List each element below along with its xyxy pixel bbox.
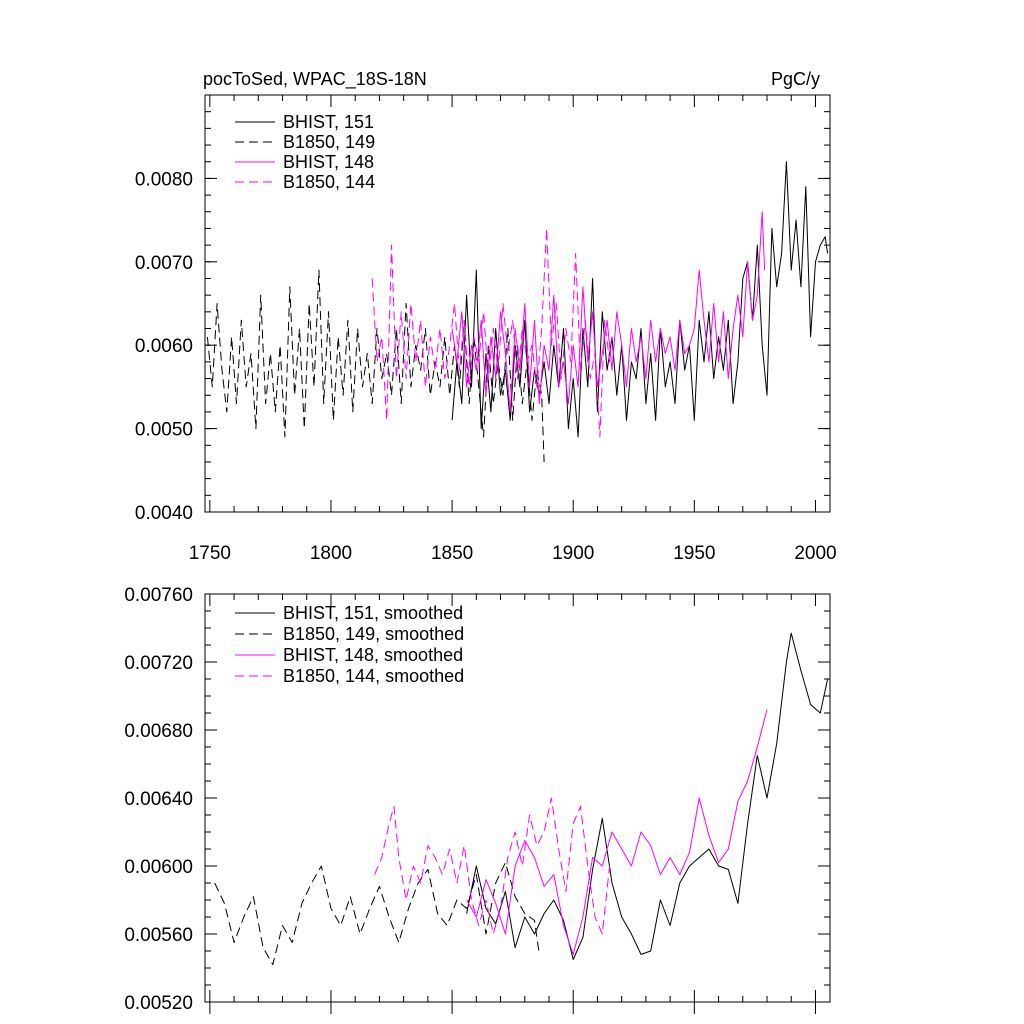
bottom-legend-label: BHIST, 148, smoothed [283,645,463,665]
bottom-legend-label: BHIST, 151, smoothed [283,603,463,623]
top-chart-panel: pocToSed, WPAC_18S-18N PgC/y 1750 1800 185… [135,69,837,564]
bottom-y-tick-label: 0.00600 [124,857,193,878]
top-plot-frame [204,94,831,513]
bottom-series-line-4 [374,797,611,935]
top-x-tick-label: 1850 [431,543,473,564]
top-series-line-4 [371,227,613,438]
top-series-line-1 [451,161,829,438]
top-chart-units-label: PgC/y [771,69,820,89]
top-y-tick-label: 0.0060 [135,336,193,357]
bottom-y-tick-label: 0.00760 [124,585,193,606]
bottom-series-line-2 [214,862,540,966]
bottom-y-tick-label: 0.00680 [124,721,193,742]
top-x-tick-label: 2000 [794,543,836,564]
bottom-y-tick-label: 0.00520 [124,993,193,1014]
top-legend-label: BHIST, 151 [283,112,374,132]
bottom-y-tick-label: 0.00720 [124,653,193,674]
bottom-y-tick-label: 0.00560 [124,925,193,946]
bottom-y-tick-label: 0.00640 [124,789,193,810]
bottom-chart-panel: 0.00520 0.00560 0.00600 0.00640 0.00680 0.007… [124,585,831,1014]
bottom-legend-label: B1850, 144, smoothed [283,666,464,686]
top-y-tick-label: 0.0080 [135,169,193,190]
top-x-tick-label: 1900 [552,543,594,564]
top-legend-label: B1850, 144 [283,172,375,192]
top-series-line-3 [451,211,766,413]
bottom-series-line-1 [466,632,829,960]
top-legend-label: BHIST, 148 [283,152,374,172]
top-x-tick-label: 1800 [310,543,352,564]
bottom-legend-label: B1850, 149, smoothed [283,624,464,644]
top-y-tick-label: 0.0040 [135,503,193,524]
top-x-tick-label: 1750 [189,543,231,564]
top-x-tick-label: 1950 [673,543,715,564]
top-y-tick-label: 0.0070 [135,253,193,274]
top-legend-label: B1850, 149 [283,132,375,152]
bottom-series-line-3 [466,709,768,955]
top-chart-title: pocToSed, WPAC_18S-18N [203,69,427,90]
top-y-tick-label: 0.0050 [135,420,193,441]
